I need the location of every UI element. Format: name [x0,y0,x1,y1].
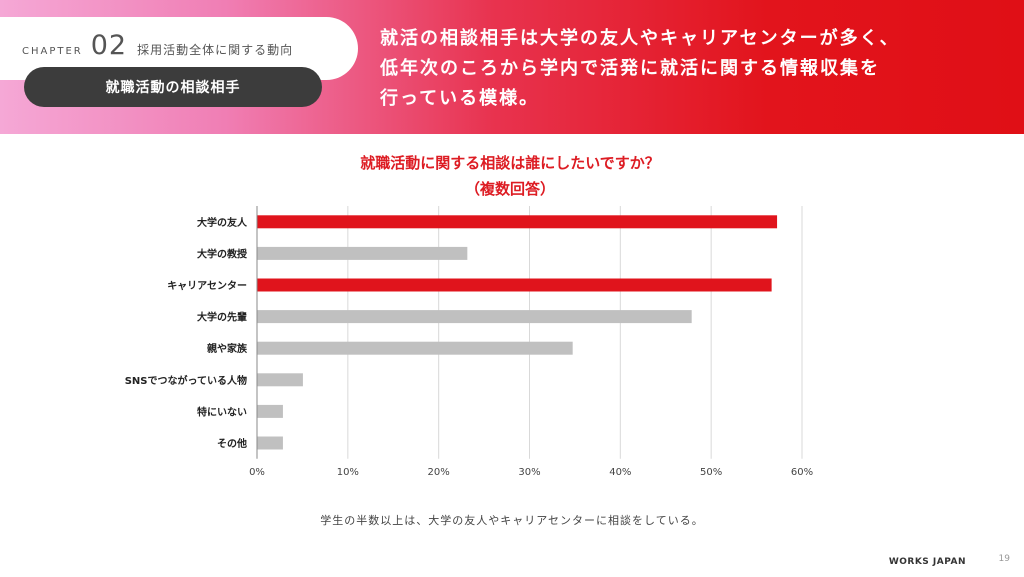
category-label: 大学の教授 [197,247,248,260]
bar [257,404,283,418]
x-tick-label: 10% [337,467,359,478]
category-label: 特にいない [197,405,247,418]
bar [257,341,573,355]
headline: 就活の相談相手は大学の友人やキャリアセンターが多く、 低年次のころから学内で活発… [380,24,1010,114]
x-tick-label: 60% [791,467,813,478]
x-tick-label: 20% [428,467,450,478]
section-pill: 就職活動の相談相手 [24,67,322,107]
works-japan-logo: WORKS JAPAN [888,557,966,567]
page-number: 19 [998,554,1010,564]
bar [257,215,778,229]
chapter-word: CHAPTER [22,46,83,57]
chapter-number: 02 [90,30,128,61]
bar [257,278,772,292]
category-label: 大学の友人 [197,216,248,229]
headline-line: 低年次のころから学内で活発に就活に関する情報収集を [380,58,880,79]
category-label: 親や家族 [207,342,248,355]
headline-line: 行っている模様。 [380,88,540,109]
chart-title: 就職活動に関する相談は誰にしたいですか？ （複数回答） [250,150,770,202]
chart-title-line: （複数回答） [464,180,555,198]
bar [257,436,283,450]
x-tick-label: 40% [609,467,631,478]
headline-line: 就活の相談相手は大学の友人やキャリアセンターが多く、 [380,28,900,49]
bar [257,373,303,387]
category-label: SNSでつながっている人物 [125,374,247,387]
footnote: 学生の半数以上は、大学の友人やキャリアセンターに相談をしている。 [320,514,704,527]
chapter-label: CHAPTER 02 採用活動全体に関する動向 [22,32,293,59]
chapter-title: 採用活動全体に関する動向 [137,43,294,57]
category-label: その他 [217,437,247,450]
x-tick-label: 0% [249,467,265,478]
category-label: 大学の先輩 [197,311,247,324]
bar [257,246,468,260]
bar [257,310,692,324]
chart-title-line: 就職活動に関する相談は誰にしたいですか？ [360,154,660,172]
x-tick-label: 30% [518,467,540,478]
x-tick-label: 50% [700,467,722,478]
category-label: キャリアセンター [167,280,247,292]
